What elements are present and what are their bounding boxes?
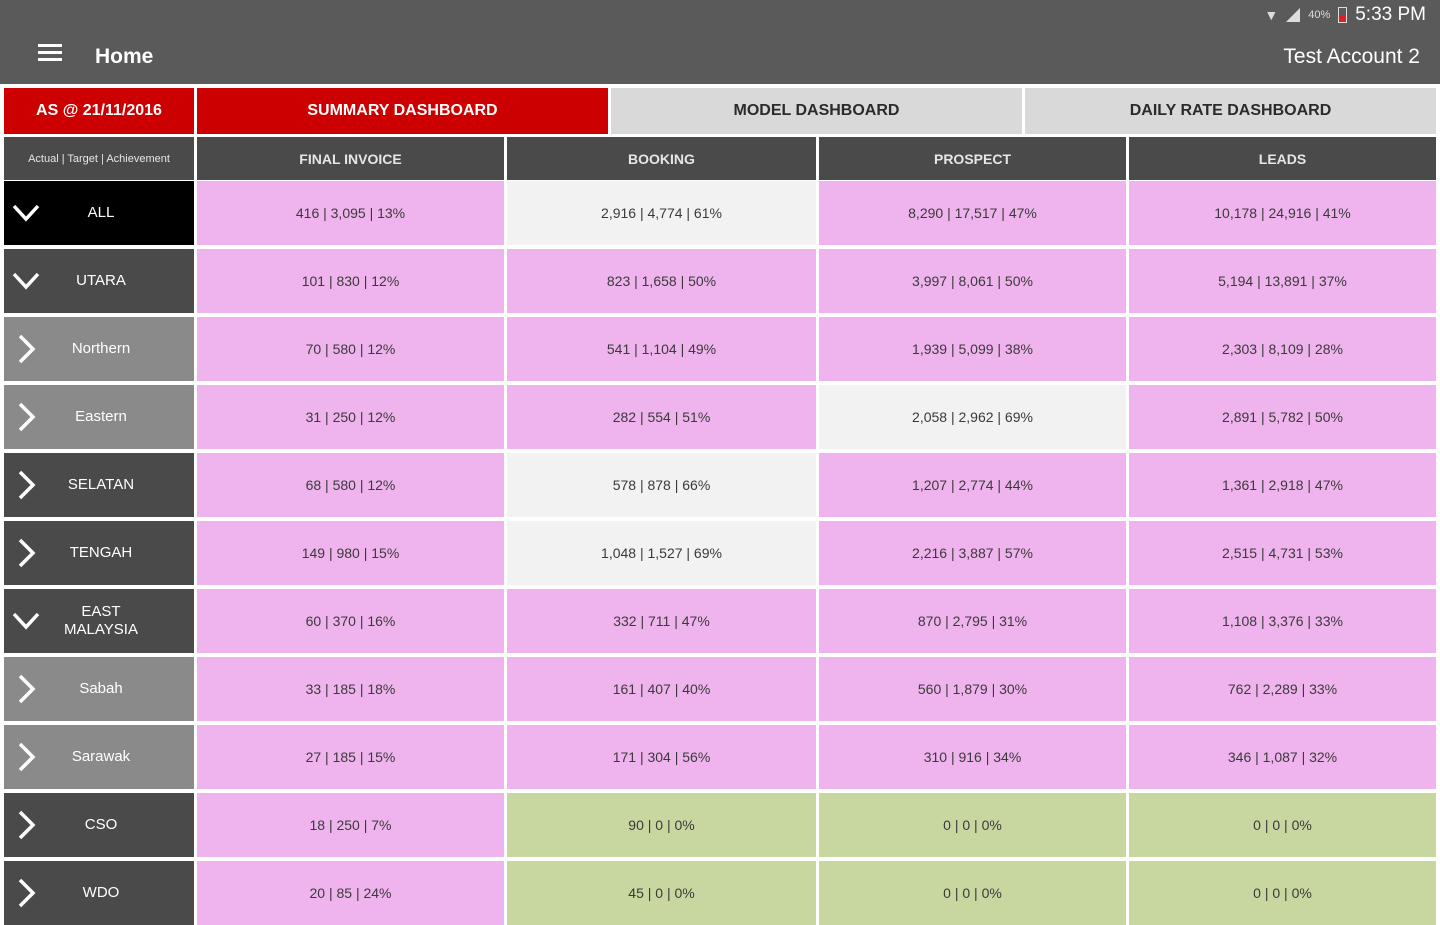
row-label-cso[interactable]: CSO [4,793,194,857]
row-label-text: Sarawak [71,748,131,765]
cell-leads: 0 | 0 | 0% [1129,861,1436,925]
page-title: Home [95,45,154,68]
row-label-sabah[interactable]: Sabah [4,657,194,721]
tab-model-dashboard[interactable]: MODEL DASHBOARD [611,88,1022,134]
wifi-icon: ▼ [1264,7,1279,23]
cell-final-invoice: 416 | 3,095 | 13% [197,181,504,245]
row-label-northern[interactable]: Northern [4,317,194,381]
column-header-leads: LEADS [1129,137,1436,180]
chevron-right-icon[interactable] [4,317,48,381]
row-label-sarawak[interactable]: Sarawak [4,725,194,789]
cell-final-invoice: 149 | 980 | 15% [197,521,504,585]
status-bar: ▼ 40% 5:33 PM [1264,4,1426,26]
cell-prospect: 560 | 1,879 | 30% [819,657,1126,721]
column-header-prospect: PROSPECT [819,137,1126,180]
cell-booking: 45 | 0 | 0% [507,861,816,925]
battery-icon [1338,7,1348,23]
chevron-right-icon[interactable] [4,385,48,449]
cell-prospect: 870 | 2,795 | 31% [819,589,1126,653]
account-name[interactable]: Test Account 2 [1283,45,1420,68]
cell-leads: 5,194 | 13,891 | 37% [1129,249,1436,313]
cell-leads: 346 | 1,087 | 32% [1129,725,1436,789]
chevron-right-icon[interactable] [4,453,48,517]
row-label-wdo[interactable]: WDO [4,861,194,925]
row-label-text: UTARA [76,272,126,289]
row-label-text: Sabah [79,680,123,697]
row-label-text: EAST MALAYSIA [64,603,138,638]
legend-header: Actual | Target | Achievement [4,137,194,180]
cell-final-invoice: 70 | 580 | 12% [197,317,504,381]
chevron-right-icon[interactable] [4,793,48,857]
tab-summary-dashboard[interactable]: SUMMARY DASHBOARD [197,88,608,134]
cell-leads: 1,361 | 2,918 | 47% [1129,453,1436,517]
row-label-selatan[interactable]: SELATAN [4,453,194,517]
app-bar: ▼ 40% 5:33 PM Home Test Account 2 [0,0,1440,84]
tab-bar: AS @ 21/11/2016 SUMMARY DASHBOARD MODEL … [0,84,1440,134]
cell-booking: 282 | 554 | 51% [507,385,816,449]
cell-prospect: 8,290 | 17,517 | 47% [819,181,1126,245]
row-label-text: Eastern [75,408,127,425]
cell-booking: 578 | 878 | 66% [507,453,816,517]
battery-percent: 40% [1308,9,1331,21]
cell-prospect: 2,216 | 3,887 | 57% [819,521,1126,585]
cell-prospect: 0 | 0 | 0% [819,793,1126,857]
menu-icon[interactable] [38,44,62,64]
chevron-right-icon[interactable] [4,521,48,585]
row-label-text: TENGAH [69,544,133,561]
chevron-down-icon[interactable] [4,589,48,653]
row-label-eastern[interactable]: Eastern [4,385,194,449]
cell-leads: 0 | 0 | 0% [1129,793,1436,857]
cell-prospect: 0 | 0 | 0% [819,861,1126,925]
cell-booking: 171 | 304 | 56% [507,725,816,789]
cell-booking: 332 | 711 | 47% [507,589,816,653]
row-label-text: SELATAN [67,476,135,493]
chevron-right-icon[interactable] [4,861,48,925]
cell-booking: 90 | 0 | 0% [507,793,816,857]
cell-leads: 762 | 2,289 | 33% [1129,657,1436,721]
cell-prospect: 1,207 | 2,774 | 44% [819,453,1126,517]
cell-prospect: 2,058 | 2,962 | 69% [819,385,1126,449]
row-label-text: WDO [82,884,120,901]
cell-prospect: 3,997 | 8,061 | 50% [819,249,1126,313]
cell-final-invoice: 18 | 250 | 7% [197,793,504,857]
cell-booking: 2,916 | 4,774 | 61% [507,181,816,245]
row-label-utara[interactable]: UTARA [4,249,194,313]
chevron-right-icon[interactable] [4,725,48,789]
cell-prospect: 1,939 | 5,099 | 38% [819,317,1126,381]
date-badge: AS @ 21/11/2016 [4,88,194,134]
cell-leads: 2,303 | 8,109 | 28% [1129,317,1436,381]
cell-final-invoice: 20 | 85 | 24% [197,861,504,925]
row-label-tengah[interactable]: TENGAH [4,521,194,585]
row-label-text: Northern [71,340,131,357]
cell-leads: 10,178 | 24,916 | 41% [1129,181,1436,245]
cell-final-invoice: 68 | 580 | 12% [197,453,504,517]
cell-final-invoice: 33 | 185 | 18% [197,657,504,721]
signal-icon [1286,8,1301,22]
row-label-east-malaysia[interactable]: EAST MALAYSIA [4,589,194,653]
cell-final-invoice: 101 | 830 | 12% [197,249,504,313]
cell-final-invoice: 60 | 370 | 16% [197,589,504,653]
row-label-text: CSO [84,816,118,833]
chevron-down-icon[interactable] [4,181,48,245]
tab-daily-rate-dashboard[interactable]: DAILY RATE DASHBOARD [1025,88,1436,134]
column-header-booking: BOOKING [507,137,816,180]
cell-final-invoice: 31 | 250 | 12% [197,385,504,449]
clock: 5:33 PM [1355,4,1426,25]
cell-leads: 2,891 | 5,782 | 50% [1129,385,1436,449]
chevron-right-icon[interactable] [4,657,48,721]
cell-booking: 823 | 1,658 | 50% [507,249,816,313]
column-header-final-invoice: FINAL INVOICE [197,137,504,180]
cell-leads: 1,108 | 3,376 | 33% [1129,589,1436,653]
cell-booking: 1,048 | 1,527 | 69% [507,521,816,585]
cell-final-invoice: 27 | 185 | 15% [197,725,504,789]
cell-leads: 2,515 | 4,731 | 53% [1129,521,1436,585]
chevron-down-icon[interactable] [4,249,48,313]
cell-booking: 541 | 1,104 | 49% [507,317,816,381]
row-label-all[interactable]: ALL [4,181,194,245]
cell-booking: 161 | 407 | 40% [507,657,816,721]
row-label-text: ALL [87,204,115,221]
cell-prospect: 310 | 916 | 34% [819,725,1126,789]
